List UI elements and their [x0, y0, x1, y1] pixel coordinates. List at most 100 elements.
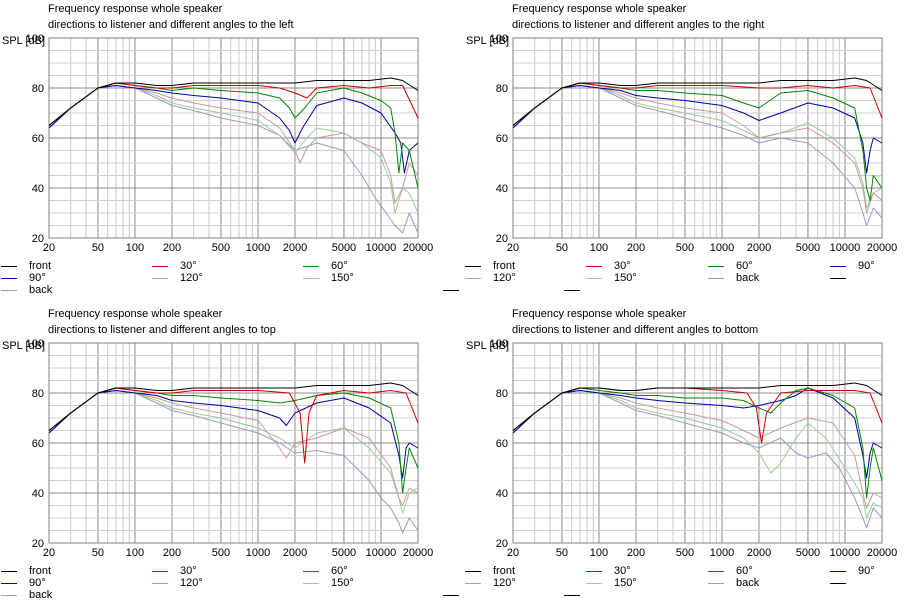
legend-label: 60°: [331, 260, 348, 272]
legend-swatch: [586, 571, 602, 572]
series-line-front: [512, 382, 883, 431]
y-tick-label: 40: [496, 183, 508, 195]
legend-label: 90°: [29, 577, 46, 589]
legend-swatch: [1, 571, 17, 572]
legend-blank-line: [443, 290, 459, 291]
legend-label: 30°: [180, 260, 197, 272]
x-tick-label: 20: [507, 242, 519, 254]
y-tick-label: 80: [496, 83, 508, 95]
x-tick-label: 10000: [830, 547, 861, 559]
legend-swatch: [465, 583, 481, 584]
legend-item-back: back: [1, 589, 52, 601]
legend-blank-line: [564, 595, 580, 596]
legend-label: 60°: [331, 565, 348, 577]
x-tick-label: 2000: [283, 242, 307, 254]
legend-item-back: back: [708, 272, 759, 284]
y-tick-label: 60: [32, 133, 44, 145]
chart-title: Frequency response whole speaker: [512, 3, 687, 15]
legend-item-30: 30°: [152, 260, 197, 272]
legend-swatch: [708, 583, 724, 584]
y-axis-label: SPL [dB]: [466, 340, 510, 352]
legend-item-30: 30°: [586, 260, 631, 272]
legend: front 30° 60° 90° 120° 150° back: [443, 260, 907, 303]
x-tick-label: 100: [126, 547, 144, 559]
x-tick-label: 200: [163, 242, 181, 254]
grid: [512, 37, 883, 239]
legend-item-150: 150°: [303, 577, 354, 589]
series-line-60: [512, 387, 883, 499]
x-tick-label: 50: [92, 242, 104, 254]
legend-label: 30°: [614, 565, 631, 577]
legend-blank-line: [830, 583, 846, 584]
y-tick-label: 80: [496, 388, 508, 400]
x-tick-label: 1000: [246, 547, 270, 559]
legend-label: 90°: [858, 565, 875, 577]
x-tick-label: 20: [507, 547, 519, 559]
legend-item-120: 120°: [152, 577, 203, 589]
plot-area: 20 40 60 80 100 20 50 100 200 500 1000 2000 5000 1000…: [490, 33, 898, 254]
legend-item-90: 90°: [1, 577, 46, 589]
x-tick-label: 100: [590, 547, 608, 559]
legend-item-60: 60°: [303, 260, 348, 272]
x-tick-label: 200: [627, 242, 645, 254]
legend-swatch: [152, 278, 168, 279]
legend-swatch: [708, 571, 724, 572]
x-tick-label: 5000: [332, 242, 356, 254]
chart-title: Frequency response whole speaker: [48, 3, 223, 15]
legend: front 30° 60° 90° 120° 150° back: [443, 565, 907, 608]
x-tick-label: 1000: [246, 242, 270, 254]
legend-item-front: front: [465, 565, 515, 577]
plot-area: 20 40 60 80 100 20 50 100 200 500 1000 2000 5000 1000…: [26, 338, 434, 559]
x-tick-label: 20000: [403, 242, 434, 254]
legend-swatch: [1, 278, 17, 279]
legend-swatch: [465, 571, 481, 572]
x-tick-label: 200: [627, 547, 645, 559]
legend-swatch: [303, 278, 319, 279]
x-tick-label: 2000: [283, 547, 307, 559]
legend-item-150: 150°: [586, 577, 637, 589]
legend-item-120: 120°: [152, 272, 203, 284]
x-tick-label: 10000: [366, 242, 397, 254]
x-tick-label: 10000: [830, 242, 861, 254]
y-tick-label: 100: [26, 338, 44, 350]
legend-swatch: [1, 583, 17, 584]
y-tick-label: 100: [490, 33, 508, 45]
legend-swatch: [303, 571, 319, 572]
x-tick-label: 50: [92, 547, 104, 559]
legend-item-60: 60°: [303, 565, 348, 577]
legend-label: 60°: [736, 565, 753, 577]
chart-subtitle: directions to listener and different ang…: [512, 19, 765, 31]
legend-swatch: [1, 290, 17, 291]
chart-panel: Frequency response whole speaker directio…: [443, 0, 907, 303]
chart-panel: Frequency response whole speaker directio…: [0, 0, 453, 303]
legend-item-90: 90°: [830, 260, 875, 272]
x-tick-label: 50: [556, 547, 568, 559]
y-axis-label: SPL [dB]: [2, 35, 46, 47]
legend-label: 150°: [331, 272, 354, 284]
plot-frame: [512, 37, 883, 239]
plot-area: 20 40 60 80 100 20 50 100 200 500 1000 2000 5000 1000…: [490, 338, 898, 559]
series-line-90: [512, 85, 883, 174]
x-tick-label: 2000: [747, 242, 771, 254]
chart-title: Frequency response whole speaker: [512, 308, 687, 320]
plot-frame: [512, 342, 883, 544]
legend-item-150: 150°: [586, 272, 637, 284]
legend-label: 150°: [331, 577, 354, 589]
legend-item-120: 120°: [465, 577, 516, 589]
legend-label: 120°: [180, 577, 203, 589]
chart-title: Frequency response whole speaker: [48, 308, 223, 320]
chart-subtitle: directions to listener and different ang…: [48, 19, 294, 31]
legend-item-back: back: [708, 577, 759, 589]
x-tick-label: 10000: [366, 547, 397, 559]
y-tick-label: 40: [32, 488, 44, 500]
legend-swatch: [830, 571, 846, 572]
series-line-front: [48, 77, 419, 126]
x-tick-label: 20000: [403, 547, 434, 559]
x-tick-label: 50: [556, 242, 568, 254]
x-tick-label: 5000: [332, 547, 356, 559]
legend-item-60: 60°: [708, 260, 753, 272]
legend-blank-line: [564, 290, 580, 291]
legend-item-150: 150°: [303, 272, 354, 284]
legend-item-90: 90°: [1, 272, 46, 284]
legend-swatch: [465, 278, 481, 279]
